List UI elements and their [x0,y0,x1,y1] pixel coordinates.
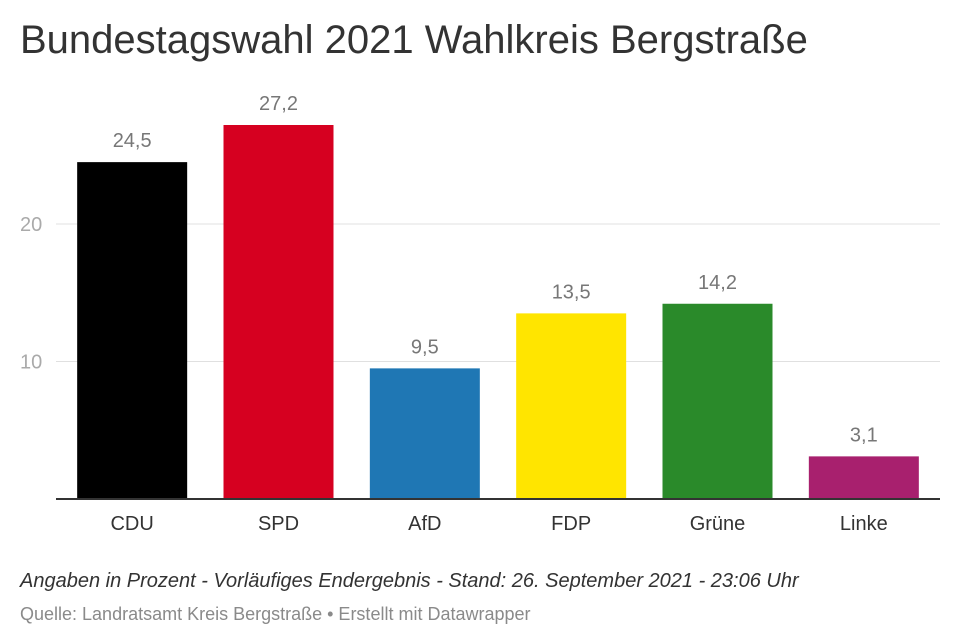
chart-notes: Angaben in Prozent - Vorläufiges Enderge… [20,570,799,592]
chart-source: Quelle: Landratsamt Kreis Bergstraße • E… [20,604,531,624]
bar [808,456,919,499]
value-label: 3,1 [850,424,878,446]
value-label: 24,5 [113,130,152,152]
y-tick-label: 20 [20,214,42,236]
x-tick-label: AfD [408,513,441,535]
y-tick-label: 10 [20,352,42,374]
bar [662,303,773,499]
x-tick-label: Linke [840,513,888,535]
value-label: 14,2 [698,272,737,294]
bar-chart: 10 20 24,5 CDU 27,2 SPD 9,5 AfD 13,5 FDP 14,2 Grüne… [20,93,940,535]
bar [77,162,188,499]
value-label: 9,5 [411,336,439,358]
x-tick-label: CDU [110,513,153,535]
bar [516,313,627,499]
bar [369,368,480,499]
value-label: 13,5 [552,281,591,303]
value-label: 27,2 [259,93,298,115]
x-tick-label: SPD [258,513,299,535]
x-tick-label: FDP [551,513,591,535]
x-tick-label: Grüne [690,513,746,535]
chart-title: Bundestagswahl 2021 Wahlkreis Bergstraße [20,18,808,62]
bar [223,125,334,499]
